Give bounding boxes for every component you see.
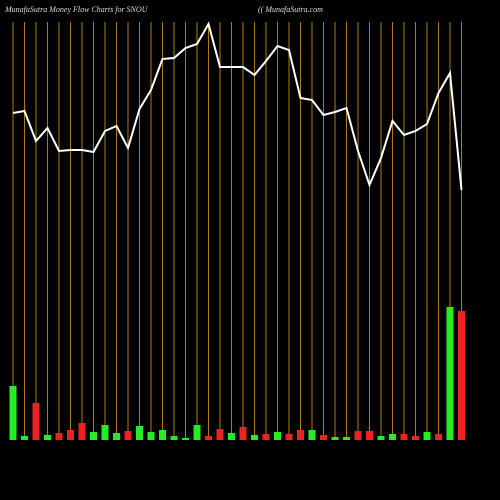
chart-subtitle: (( MunafaSutra.com <box>258 5 323 14</box>
bar <box>297 430 304 440</box>
bar <box>113 433 120 440</box>
bar <box>182 438 189 440</box>
bar <box>78 423 86 440</box>
bar <box>67 430 74 440</box>
bar <box>147 432 155 440</box>
bar <box>320 435 327 440</box>
bar <box>159 430 166 440</box>
bar <box>101 425 109 440</box>
bar <box>458 311 465 440</box>
bar <box>136 426 143 440</box>
bar <box>274 432 281 440</box>
chart-title: MunafaSutra Money Flow Charts for SNOU <box>4 5 149 14</box>
bar <box>423 432 431 440</box>
bar <box>400 434 408 440</box>
bar <box>216 429 224 440</box>
bar <box>308 430 316 440</box>
bar <box>228 433 235 440</box>
bar <box>9 386 17 440</box>
bar <box>251 435 258 440</box>
bar <box>193 425 201 440</box>
bar <box>55 433 63 440</box>
bar <box>412 436 419 440</box>
bar <box>32 403 40 440</box>
bar <box>44 435 51 440</box>
bar <box>366 431 373 440</box>
money-flow-line <box>12 21 463 191</box>
bar <box>90 432 97 440</box>
bar <box>435 434 442 440</box>
bar <box>446 307 454 440</box>
bar <box>21 436 28 440</box>
bar <box>343 437 350 440</box>
bar <box>124 431 132 440</box>
bar <box>389 434 396 440</box>
bar <box>262 434 270 440</box>
bar <box>354 431 362 440</box>
bar <box>239 427 247 440</box>
bar <box>205 436 212 440</box>
bar <box>170 436 178 440</box>
bar <box>331 437 339 440</box>
bar <box>377 436 385 440</box>
bar <box>285 434 293 440</box>
